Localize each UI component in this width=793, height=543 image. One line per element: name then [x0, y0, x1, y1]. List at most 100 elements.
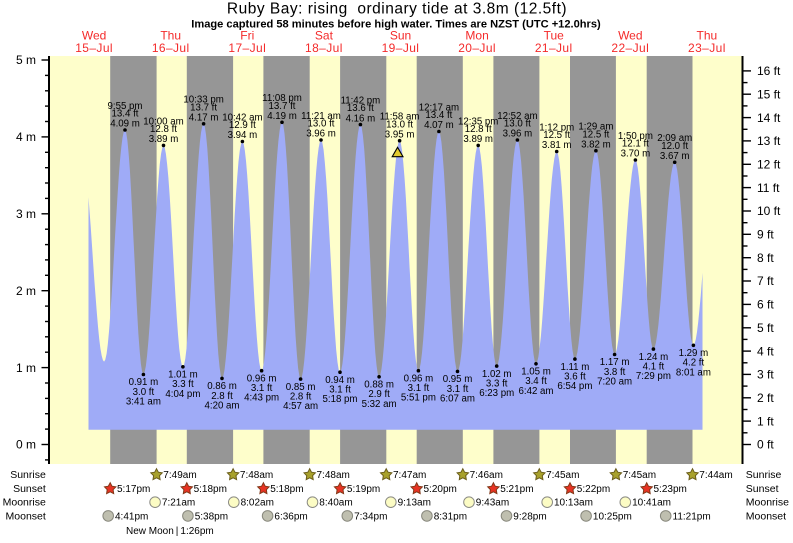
svg-text:21–Jul: 21–Jul — [535, 41, 573, 55]
svg-text:22–Jul: 22–Jul — [611, 41, 649, 55]
svg-text:Wed: Wed — [82, 29, 106, 43]
svg-text:2.8 ft: 2.8 ft — [211, 391, 233, 402]
svg-text:3.1 ft: 3.1 ft — [251, 383, 273, 394]
svg-text:0 ft: 0 ft — [757, 438, 774, 452]
svg-text:1.02 m: 1.02 m — [482, 369, 512, 380]
svg-text:Moonrise: Moonrise — [3, 497, 46, 509]
svg-text:11 ft: 11 ft — [757, 181, 780, 195]
svg-text:4:04 pm: 4:04 pm — [165, 389, 200, 400]
svg-text:Moonset: Moonset — [746, 510, 786, 522]
svg-text:10:13am: 10:13am — [554, 498, 593, 509]
svg-text:3.1 ft: 3.1 ft — [447, 384, 469, 395]
svg-text:9:43am: 9:43am — [476, 498, 509, 509]
svg-text:3.0 ft: 3.0 ft — [133, 387, 155, 398]
svg-text:Moonrise: Moonrise — [746, 497, 789, 509]
svg-text:7:21am: 7:21am — [162, 498, 195, 509]
svg-text:4.09 m: 4.09 m — [110, 119, 140, 130]
svg-text:10:33 pm: 10:33 pm — [183, 95, 223, 106]
svg-text:7:48am: 7:48am — [240, 470, 273, 481]
svg-text:0.88 m: 0.88 m — [364, 380, 394, 391]
svg-text:1.01 m: 1.01 m — [168, 370, 198, 381]
svg-text:New Moon | 1:26pm: New Moon | 1:26pm — [126, 526, 214, 537]
svg-text:10:00 am: 10:00 am — [143, 116, 183, 127]
svg-text:3 m: 3 m — [16, 207, 36, 221]
svg-text:7:44am: 7:44am — [699, 470, 732, 481]
svg-text:4:57 am: 4:57 am — [283, 401, 318, 412]
svg-text:7:34pm: 7:34pm — [354, 511, 387, 522]
svg-text:5:18pm: 5:18pm — [194, 484, 227, 495]
svg-text:4.16 m: 4.16 m — [346, 113, 376, 124]
svg-text:5:32 am: 5:32 am — [362, 399, 397, 410]
svg-text:11:21 am: 11:21 am — [301, 111, 341, 122]
svg-text:Sunrise: Sunrise — [746, 469, 782, 481]
svg-text:11:58 am: 11:58 am — [380, 112, 420, 123]
svg-text:7:48am: 7:48am — [317, 470, 350, 481]
svg-text:Sun: Sun — [390, 29, 411, 43]
svg-text:13.6 ft: 13.6 ft — [347, 103, 374, 114]
svg-text:4:41pm: 4:41pm — [115, 511, 148, 522]
svg-text:7:29 pm: 7:29 pm — [636, 371, 671, 382]
svg-text:3:41 am: 3:41 am — [126, 397, 161, 408]
svg-text:3.95 m: 3.95 m — [385, 129, 415, 140]
svg-text:6:07 am: 6:07 am — [440, 393, 475, 404]
svg-text:Sunset: Sunset — [746, 483, 779, 495]
svg-text:3.3 ft: 3.3 ft — [172, 379, 194, 390]
svg-text:13.0 ft: 13.0 ft — [504, 119, 531, 130]
svg-text:Fri: Fri — [240, 29, 254, 43]
svg-text:6:54 pm: 6:54 pm — [557, 381, 592, 392]
svg-text:11:21pm: 11:21pm — [673, 511, 711, 522]
svg-text:5:38pm: 5:38pm — [195, 511, 228, 522]
svg-text:4.19 m: 4.19 m — [267, 111, 297, 122]
svg-text:1:29 am: 1:29 am — [578, 122, 613, 133]
svg-text:12.5 ft: 12.5 ft — [543, 130, 570, 141]
svg-text:12.5 ft: 12.5 ft — [582, 129, 609, 140]
svg-text:23–Jul: 23–Jul — [688, 41, 726, 55]
svg-text:20–Jul: 20–Jul — [458, 41, 496, 55]
svg-text:5 m: 5 m — [16, 53, 36, 67]
svg-text:5:21pm: 5:21pm — [500, 484, 533, 495]
svg-text:5:23pm: 5:23pm — [654, 484, 687, 495]
svg-text:Tue: Tue — [544, 29, 565, 43]
svg-text:13.0 ft: 13.0 ft — [308, 119, 335, 130]
svg-text:4.2 ft: 4.2 ft — [683, 358, 705, 369]
svg-text:12.0 ft: 12.0 ft — [661, 141, 688, 152]
svg-text:0.96 m: 0.96 m — [404, 373, 434, 384]
svg-text:Ruby Bay: rising ordinary tid: Ruby Bay: rising ordinary tide at 3.8m (… — [227, 0, 567, 17]
svg-text:16 ft: 16 ft — [757, 64, 781, 78]
svg-text:1.24 m: 1.24 m — [639, 352, 669, 363]
svg-text:3.6 ft: 3.6 ft — [564, 372, 586, 383]
svg-text:1.29 m: 1.29 m — [679, 348, 709, 359]
svg-text:7:45am: 7:45am — [546, 470, 579, 481]
svg-text:7:46am: 7:46am — [470, 470, 503, 481]
svg-text:6:23 pm: 6:23 pm — [479, 388, 514, 399]
svg-text:4.07 m: 4.07 m — [424, 120, 454, 131]
svg-text:1 m: 1 m — [16, 361, 36, 375]
svg-text:13.7 ft: 13.7 ft — [190, 102, 217, 113]
svg-text:3.4 ft: 3.4 ft — [525, 376, 547, 387]
svg-text:4 ft: 4 ft — [757, 344, 774, 358]
svg-text:0.94 m: 0.94 m — [325, 375, 355, 386]
svg-text:3 ft: 3 ft — [757, 368, 774, 382]
svg-text:10 ft: 10 ft — [757, 204, 781, 218]
svg-text:Wed: Wed — [618, 29, 642, 43]
svg-text:1:50 pm: 1:50 pm — [618, 131, 653, 142]
svg-text:6:42 am: 6:42 am — [518, 386, 553, 397]
svg-text:0.85 m: 0.85 m — [286, 382, 316, 393]
svg-text:3.89 m: 3.89 m — [149, 134, 179, 145]
svg-text:4 m: 4 m — [16, 130, 36, 144]
svg-text:15–Jul: 15–Jul — [75, 41, 113, 55]
svg-text:0.95 m: 0.95 m — [443, 374, 473, 385]
svg-text:8:31pm: 8:31pm — [434, 511, 467, 522]
svg-text:2:09 am: 2:09 am — [657, 133, 692, 144]
svg-text:19–Jul: 19–Jul — [382, 41, 420, 55]
svg-text:7:45am: 7:45am — [623, 470, 656, 481]
svg-text:3.82 m: 3.82 m — [581, 139, 611, 150]
svg-text:3.70 m: 3.70 m — [621, 149, 651, 160]
svg-text:5:18pm: 5:18pm — [270, 484, 303, 495]
svg-text:9 ft: 9 ft — [757, 228, 774, 242]
svg-text:Thu: Thu — [697, 29, 718, 43]
svg-text:5 ft: 5 ft — [757, 321, 774, 335]
svg-text:17–Jul: 17–Jul — [228, 41, 266, 55]
svg-text:2 m: 2 m — [16, 284, 36, 298]
svg-text:3.81 m: 3.81 m — [542, 140, 572, 151]
